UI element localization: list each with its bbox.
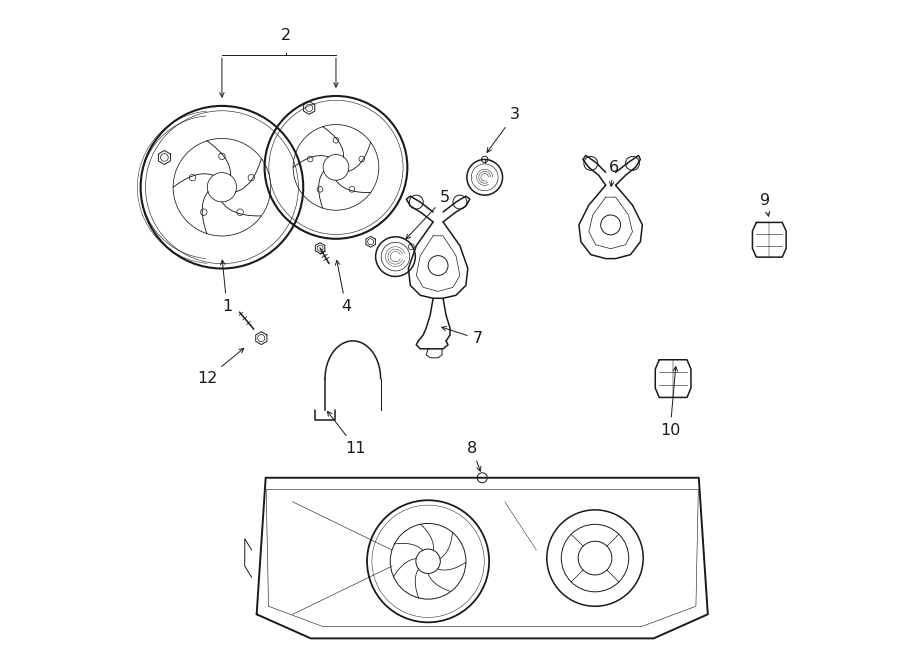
Text: 8: 8 <box>467 440 481 471</box>
Text: 12: 12 <box>197 348 244 386</box>
Text: 4: 4 <box>336 260 351 314</box>
Text: 1: 1 <box>220 260 232 314</box>
Text: 6: 6 <box>608 160 618 186</box>
Text: 3: 3 <box>487 107 519 153</box>
Text: 2: 2 <box>282 28 292 43</box>
Text: 10: 10 <box>660 367 680 438</box>
Text: 11: 11 <box>328 411 366 455</box>
Text: 7: 7 <box>442 327 482 346</box>
Text: 9: 9 <box>760 192 770 216</box>
Text: 5: 5 <box>406 190 450 239</box>
